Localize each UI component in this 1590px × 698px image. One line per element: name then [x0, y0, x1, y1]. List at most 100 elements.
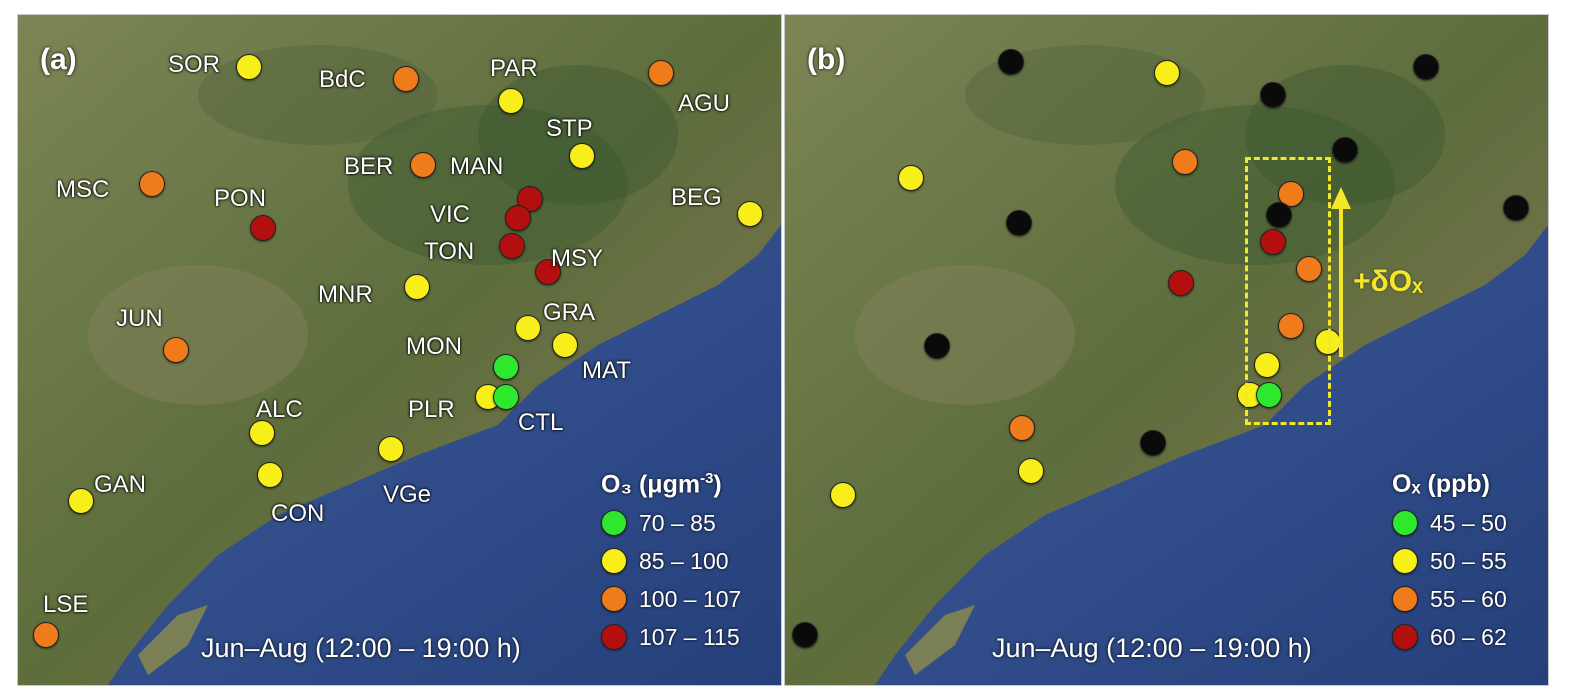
station-label-con: CON [271, 500, 325, 527]
station-marker-ton [499, 233, 525, 259]
station-label-lse: LSE [43, 591, 89, 618]
time-period-label-a: Jun–Aug (12:00 – 19:00 h) [201, 633, 521, 663]
station-marker-b [1266, 202, 1292, 228]
station-marker-stp [569, 143, 595, 169]
legend-swatch [601, 624, 627, 651]
station-marker-b [998, 49, 1024, 75]
station-label-vge: VGe [383, 481, 432, 508]
station-marker-b [1413, 54, 1439, 80]
station-marker-b [898, 165, 924, 191]
legend-range: 55 – 60 [1430, 586, 1507, 612]
station-label-gra: GRA [543, 299, 596, 326]
station-marker-msc [139, 171, 165, 197]
station-label-pon: PON [214, 185, 267, 212]
legend-range: 45 – 50 [1430, 510, 1507, 536]
station-layer-b [785, 15, 1548, 685]
station-marker-bdc [393, 66, 419, 92]
map-panel-a: SOR BdC PAR AGU STP BER MAN MSC PON VIC BEG TON MSY M… [17, 14, 782, 686]
legend-range: 85 – 100 [639, 548, 729, 575]
highlight-dashed-box [1245, 157, 1331, 425]
station-marker-ctl [493, 384, 519, 410]
time-period-label-b: Jun–Aug (12:00 – 19:00 h) [992, 633, 1312, 663]
station-marker-gan [68, 488, 94, 514]
station-marker-b [1332, 137, 1358, 163]
station-marker-b [1168, 270, 1194, 296]
legend-range: 50 – 55 [1430, 548, 1507, 574]
station-marker-b [1018, 458, 1044, 484]
legend-range: 70 – 85 [639, 510, 716, 537]
station-marker-gra [515, 315, 541, 341]
station-label-mon: MON [406, 333, 462, 360]
legend-title-a: O₃ (μgm-3) [601, 470, 722, 499]
station-marker-b [1006, 210, 1032, 236]
station-marker-vic [505, 205, 531, 231]
station-label-msc: MSC [56, 176, 110, 203]
station-marker-pon [250, 215, 276, 241]
station-label-mnr: MNR [318, 281, 373, 308]
station-marker-b [1260, 82, 1286, 108]
legend-row: 45 – 50 [1392, 507, 1548, 545]
station-marker-mon [493, 354, 519, 380]
station-layer-a: SOR BdC PAR AGU STP BER MAN MSC PON VIC BEG TON MSY M… [18, 15, 781, 685]
station-label-bdc: BdC [319, 66, 366, 93]
station-marker-lse [33, 622, 59, 648]
station-marker-beg [737, 201, 763, 227]
delta-ox-annotation: +δOₓ [1353, 265, 1424, 298]
station-label-ber: BER [344, 153, 394, 180]
legend-swatch [1392, 548, 1418, 574]
station-label-beg: BEG [671, 184, 722, 211]
legend-range: 107 – 115 [639, 624, 740, 651]
legend-row: 107 – 115 [601, 621, 781, 659]
station-marker-msy [535, 259, 561, 285]
station-marker-jun [163, 337, 189, 363]
station-marker-con [257, 462, 283, 488]
legend-swatch [601, 548, 627, 575]
station-marker-agu [648, 60, 674, 86]
legend-title-b: Oₓ (ppb) [1392, 470, 1491, 498]
station-marker-sor [236, 54, 262, 80]
station-label-jun: JUN [116, 305, 163, 332]
station-marker-ber [410, 152, 436, 178]
station-label-sor: SOR [168, 51, 221, 78]
station-label-par: PAR [490, 55, 538, 82]
map-panel-b: +δOₓ (b) Jun–Aug (12:00 – 19:00 h) Oₓ (p… [784, 14, 1549, 686]
legend-a: O₃ (μgm-3) 70 – 85 85 – 100 100 – 107 10… [601, 470, 781, 659]
station-label-plr: PLR [408, 396, 455, 423]
legend-row: 70 – 85 [601, 507, 781, 545]
station-marker-b [792, 622, 818, 648]
legend-swatch [601, 586, 627, 613]
station-marker-b [1260, 229, 1286, 255]
station-label-ton: TON [424, 238, 475, 265]
legend-row: 55 – 60 [1392, 583, 1548, 621]
station-label-alc: ALC [256, 396, 303, 423]
station-label-vic: VIC [430, 201, 471, 228]
legend-row: 85 – 100 [601, 545, 781, 583]
station-marker-mnr [404, 274, 430, 300]
legend-range: 100 – 107 [639, 586, 742, 613]
station-label-gan: GAN [94, 471, 147, 498]
station-marker-b [1278, 313, 1304, 339]
legend-row: 100 – 107 [601, 583, 781, 621]
station-marker-b [1256, 382, 1282, 408]
station-marker-b [1009, 415, 1035, 441]
legend-swatch [601, 510, 627, 537]
satellite-map-background-b [785, 15, 1548, 685]
legend-swatch [1392, 624, 1418, 650]
station-label-ctl: CTL [518, 409, 564, 436]
station-marker-alc [249, 420, 275, 446]
station-marker-b [1254, 352, 1280, 378]
station-marker-b [1503, 195, 1529, 221]
station-marker-b [924, 333, 950, 359]
legend-swatch [1392, 586, 1418, 612]
legend-b: Oₓ (ppb) 45 – 50 50 – 55 55 – 60 60 – 62 [1392, 470, 1548, 659]
station-label-stp: STP [546, 115, 593, 142]
station-marker-b [1140, 430, 1166, 456]
legend-range: 60 – 62 [1430, 624, 1507, 650]
panel-label-a: (a) [40, 43, 77, 76]
station-label-man: MAN [450, 153, 504, 180]
station-marker-b [1296, 256, 1322, 282]
panel-label-b: (b) [807, 43, 846, 76]
legend-row: 50 – 55 [1392, 545, 1548, 583]
station-label-mat: MAT [582, 357, 631, 384]
station-label-msy: MSY [551, 245, 604, 272]
